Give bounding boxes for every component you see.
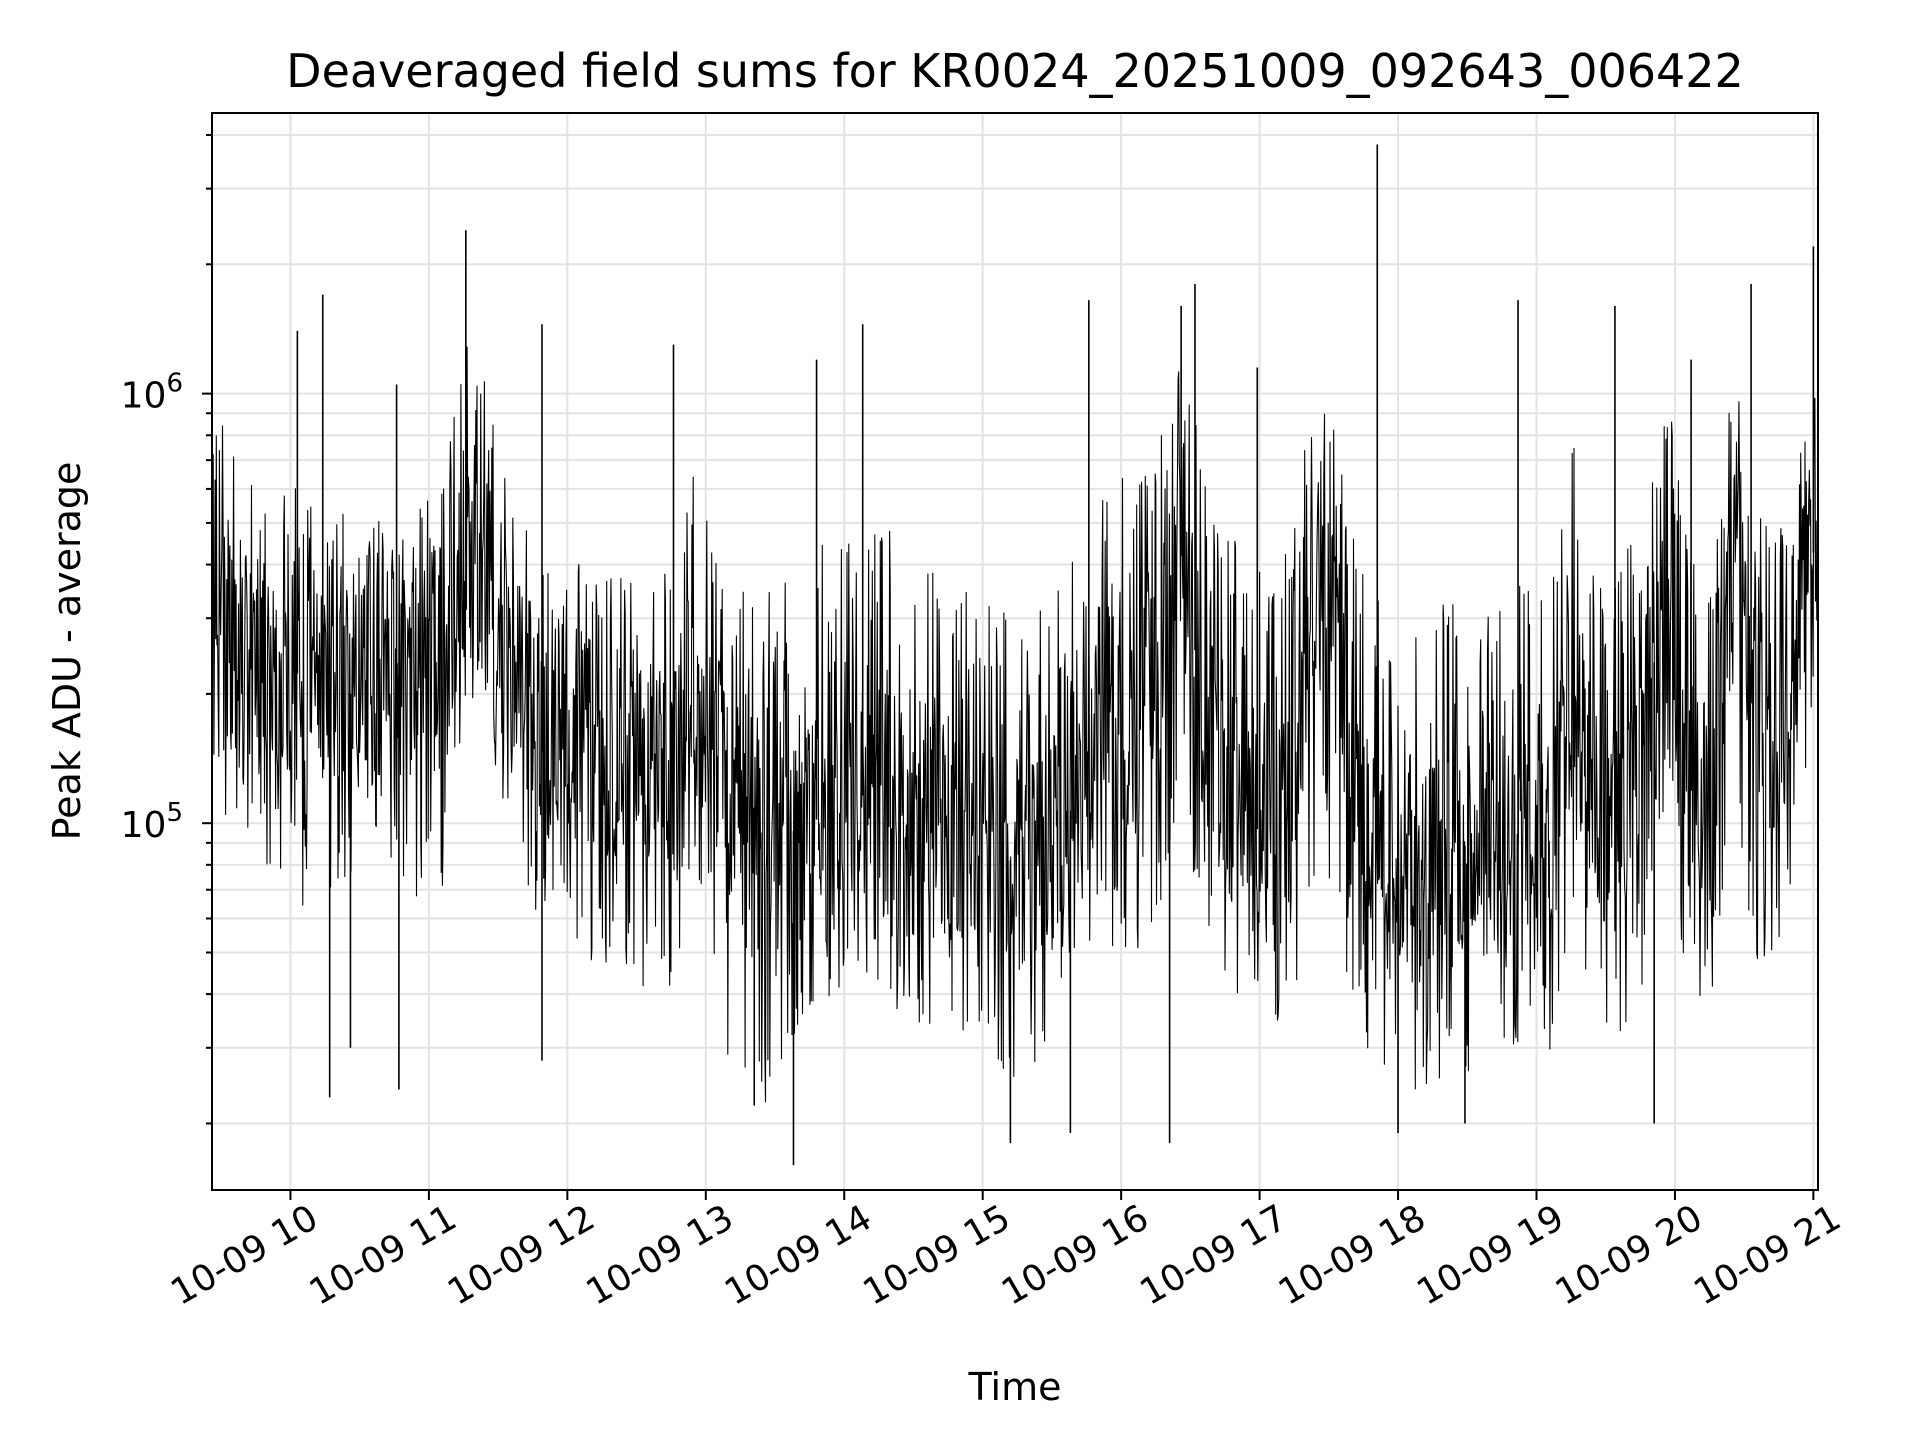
- series-line: [211, 144, 1819, 1166]
- y-tick-label: 106: [121, 369, 183, 417]
- y-tick-label: 105: [121, 798, 183, 846]
- x-axis-label: Time: [968, 1365, 1062, 1409]
- x-tick-label: 10-09 10: [164, 1197, 325, 1313]
- x-tick-label: 10-09 13: [580, 1197, 741, 1313]
- y-axis-label: Peak ADU - average: [45, 462, 89, 841]
- x-tick-label: 10-09 11: [303, 1197, 464, 1313]
- x-tick-label: 10-09 16: [995, 1197, 1156, 1313]
- y-axis: 105 106: [121, 133, 212, 1125]
- x-tick-label: 10-09 21: [1687, 1197, 1848, 1313]
- plot-frame: [211, 112, 1819, 1191]
- x-tick-label: 10-09 17: [1133, 1197, 1294, 1313]
- x-tick-label: 10-09 14: [718, 1197, 879, 1313]
- x-tick-label: 10-09 12: [441, 1197, 602, 1313]
- x-tick-label: 10-09 20: [1549, 1197, 1710, 1313]
- x-tick-label: 10-09 18: [1272, 1197, 1433, 1313]
- x-tick-label: 10-09 19: [1410, 1197, 1571, 1313]
- x-tick-label: 10-09 15: [857, 1197, 1018, 1313]
- chart-title: Deaveraged field sums for KR0024_2025100…: [286, 44, 1744, 98]
- series-polyline: [211, 346, 1819, 1103]
